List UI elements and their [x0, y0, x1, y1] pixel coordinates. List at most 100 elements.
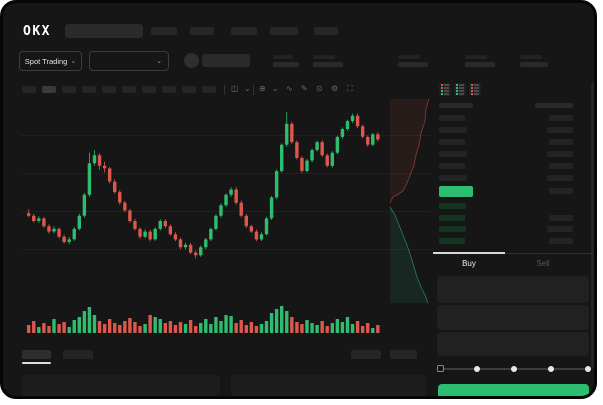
chevron-down-icon: ⌄ — [70, 57, 77, 65]
slider-stop[interactable] — [585, 366, 591, 372]
ask-amount[interactable] — [547, 151, 573, 157]
timeframe-button[interactable] — [142, 86, 156, 93]
slider-stop[interactable] — [511, 366, 517, 372]
last-price-badge[interactable] — [439, 186, 473, 197]
bid-amount[interactable] — [549, 214, 573, 221]
gridline — [21, 211, 431, 212]
order-input-field[interactable] — [437, 332, 589, 356]
screenshot-icon[interactable]: ⊙ — [316, 84, 323, 93]
bid-price[interactable] — [439, 226, 466, 232]
history-panel-placeholder — [231, 375, 426, 396]
ask-amount[interactable] — [547, 127, 573, 133]
timeframe-button[interactable] — [202, 86, 216, 93]
indicators-icon[interactable]: ⊕ — [259, 84, 266, 93]
okx-logo: OKX — [23, 24, 51, 39]
stat-label-placeholder — [273, 55, 293, 59]
stat-value-placeholder — [273, 62, 299, 67]
slider-stop[interactable] — [548, 366, 554, 372]
bottom-action[interactable] — [351, 350, 381, 359]
market-type-label: Spot Trading — [24, 56, 68, 66]
buy-submit-button[interactable] — [438, 384, 589, 396]
ask-price[interactable] — [439, 115, 465, 121]
chevron-down-icon[interactable]: ⌄ — [244, 84, 251, 93]
bid-price[interactable] — [439, 237, 465, 244]
settings-icon[interactable]: ⚙ — [331, 84, 339, 93]
bottom-action[interactable] — [390, 350, 417, 359]
gridline — [21, 173, 431, 174]
ask-price[interactable] — [439, 139, 465, 145]
timeframe-button[interactable] — [22, 86, 36, 93]
app-window: OKX Spot Trading ⌄ ⌄ ◫ ⌄ ⊕ ⌄ ∿ ✎ ⊙ ⚙ ⛶ Buy Sell — [0, 0, 597, 399]
bid-amount[interactable] — [547, 226, 573, 232]
timeframe-button[interactable] — [162, 86, 176, 93]
fullscreen-icon[interactable]: ⛶ — [347, 84, 353, 93]
search-input[interactable] — [65, 24, 143, 38]
bottom-tab[interactable] — [63, 350, 93, 359]
active-tab-underline — [22, 362, 51, 364]
timeframe-button[interactable] — [122, 86, 136, 93]
stat-label-placeholder — [313, 55, 335, 59]
orderbook-view-buys-icon[interactable] — [454, 83, 466, 96]
chart-toolbar: ◫ ⌄ ⊕ ⌄ ∿ ✎ ⊙ ⚙ ⛶ — [3, 84, 433, 98]
ask-price[interactable] — [439, 163, 465, 169]
ask-price[interactable] — [439, 127, 467, 133]
stat-label-placeholder — [465, 55, 487, 59]
market-type-dropdown[interactable]: Spot Trading ⌄ — [19, 51, 82, 71]
bid-amount[interactable] — [549, 237, 573, 244]
toolbar-divider — [253, 85, 254, 95]
chevron-down-icon[interactable]: ⌄ — [272, 84, 279, 93]
timeframe-button[interactable] — [82, 86, 96, 93]
column-header-amount — [535, 103, 573, 108]
timeframe-button[interactable] — [42, 86, 56, 93]
column-header-price — [439, 103, 473, 108]
orderbook-view-combined-icon[interactable] — [439, 83, 451, 96]
nav-item[interactable] — [151, 27, 177, 35]
price-placeholder — [202, 54, 250, 67]
ask-amount[interactable] — [549, 139, 573, 145]
gridline — [21, 249, 431, 250]
nav-item[interactable] — [314, 27, 338, 35]
panel-scrollbar[interactable] — [591, 81, 594, 369]
volume-bars — [27, 306, 380, 333]
nav-item[interactable] — [190, 27, 214, 35]
ask-amount[interactable] — [547, 175, 573, 181]
candlestick-chart[interactable] — [25, 103, 381, 278]
stat-value-placeholder — [465, 62, 495, 67]
bottom-tab[interactable] — [22, 350, 51, 359]
nav-item[interactable] — [231, 27, 257, 35]
ask-price[interactable] — [439, 151, 467, 157]
market-depth-chart[interactable] — [385, 99, 431, 303]
orders-panel-placeholder — [22, 375, 220, 396]
tab-divider — [433, 253, 594, 254]
orderbook-view-sells-icon[interactable] — [469, 83, 481, 96]
candle-style-icon[interactable]: ◫ — [231, 84, 239, 93]
stat-label-placeholder — [398, 55, 420, 59]
slider-stop[interactable] — [474, 366, 480, 372]
gridline — [21, 135, 431, 136]
stat-value-placeholder — [520, 62, 548, 67]
coin-icon — [184, 53, 199, 68]
order-input-field[interactable] — [437, 305, 589, 330]
tab-buy[interactable]: Buy — [462, 259, 476, 268]
timeframe-button[interactable] — [102, 86, 116, 93]
buy-tab-indicator — [433, 252, 505, 254]
nav-item[interactable] — [270, 27, 298, 35]
ask-amount[interactable] — [549, 163, 573, 169]
order-input-field[interactable] — [437, 276, 589, 303]
mid-row-amount — [549, 188, 573, 194]
timeframe-button[interactable] — [182, 86, 196, 93]
slider-handle[interactable] — [437, 365, 444, 372]
chevron-down-icon: ⌄ — [156, 57, 162, 65]
stat-label-placeholder — [520, 55, 542, 59]
timeframe-button[interactable] — [62, 86, 76, 93]
bid-price[interactable] — [439, 203, 466, 209]
stat-value-placeholder — [313, 62, 343, 67]
stat-value-placeholder — [398, 62, 428, 67]
tab-sell[interactable]: Sell — [536, 259, 550, 268]
ask-price[interactable] — [439, 175, 467, 181]
draw-icon[interactable]: ✎ — [301, 84, 308, 93]
pair-selector-dropdown[interactable]: ⌄ — [89, 51, 169, 71]
bid-price[interactable] — [439, 214, 465, 221]
ask-amount[interactable] — [549, 115, 573, 121]
line-type-icon[interactable]: ∿ — [286, 84, 293, 93]
